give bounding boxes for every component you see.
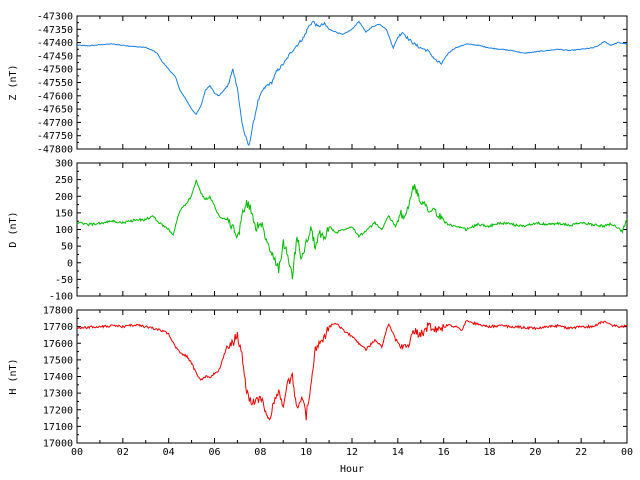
- x-tick-label: 22: [575, 447, 587, 458]
- y-tick-label-h: 17600: [43, 339, 73, 350]
- y-axis-label-z: Z (nT): [8, 64, 19, 100]
- x-tick-label: 14: [392, 447, 404, 458]
- y-tick-label-d: 50: [61, 242, 73, 253]
- y-tick-label-d: 200: [55, 192, 73, 203]
- y-tick-label-z: -47350: [37, 25, 73, 36]
- panel-h-frame: [76, 309, 628, 444]
- y-tick-label-h: 17700: [43, 322, 73, 333]
- x-tick-label: 00: [621, 447, 633, 458]
- panel-d: 300 250 200 150 100 50 0 -50 -100 D (nT): [8, 159, 628, 303]
- x-tick-label: 20: [529, 447, 541, 458]
- panel-z: -47300 -47350 -47400 -47450 -47500 -47550 -476…: [8, 12, 628, 156]
- y-tick-label-h: 17500: [43, 355, 73, 366]
- x-tick-label: 00: [71, 447, 83, 458]
- y-tick-label-d: 150: [55, 208, 73, 219]
- y-tick-label-z: -47800: [37, 145, 73, 156]
- y-tick-label-h: 17100: [43, 422, 73, 433]
- x-tick-label: 16: [438, 447, 450, 458]
- y-tick-label-z: -47450: [37, 51, 73, 62]
- y-tick-label-z: -47650: [37, 105, 73, 116]
- y-axis-label-d: D (nT): [8, 211, 19, 247]
- y-tick-label-z: -47300: [37, 12, 73, 23]
- x-tick-label: 02: [117, 447, 129, 458]
- y-tick-label-h: 17200: [43, 405, 73, 416]
- x-tick-label: 18: [483, 447, 495, 458]
- y-tick-label-z: -47400: [37, 38, 73, 49]
- y-tick-label-d: -50: [55, 275, 73, 286]
- y-tick-label-d: -100: [49, 292, 73, 303]
- y-tick-label-z: -47500: [37, 65, 73, 76]
- series-line-d: [76, 179, 628, 280]
- x-axis-label: Hour: [340, 464, 364, 475]
- x-tick-label: 08: [254, 447, 266, 458]
- y-tick-label-d: 0: [67, 258, 73, 269]
- y-tick-label-h: 17000: [43, 439, 73, 450]
- y-tick-label-d: 250: [55, 175, 73, 186]
- series-line-h: [76, 320, 627, 421]
- y-tick-label-d: 300: [55, 159, 73, 170]
- y-tick-label-h: 17400: [43, 372, 73, 383]
- y-tick-label-h: 17800: [43, 306, 73, 317]
- y-tick-label-z: -47600: [37, 91, 73, 102]
- x-tick-label: 06: [208, 447, 220, 458]
- y-tick-label-h: 17300: [43, 389, 73, 400]
- y-tick-label-d: 100: [55, 225, 73, 236]
- y-tick-label-z: -47750: [37, 131, 73, 142]
- y-axis-label-h: H (nT): [8, 358, 19, 394]
- panel-h: 17800 17700 17600 17500 17400 17300 17200 17100…: [8, 306, 628, 450]
- x-tick-label: 12: [346, 447, 358, 458]
- y-tick-label-z: -47700: [37, 118, 73, 129]
- x-tick-label: 04: [163, 447, 175, 458]
- panel-d-frame: [76, 162, 628, 297]
- x-tick-label: 10: [300, 447, 312, 458]
- y-tick-label-z: -47550: [37, 78, 73, 89]
- panel-z-frame: [76, 15, 628, 150]
- series-line-z: [76, 20, 628, 147]
